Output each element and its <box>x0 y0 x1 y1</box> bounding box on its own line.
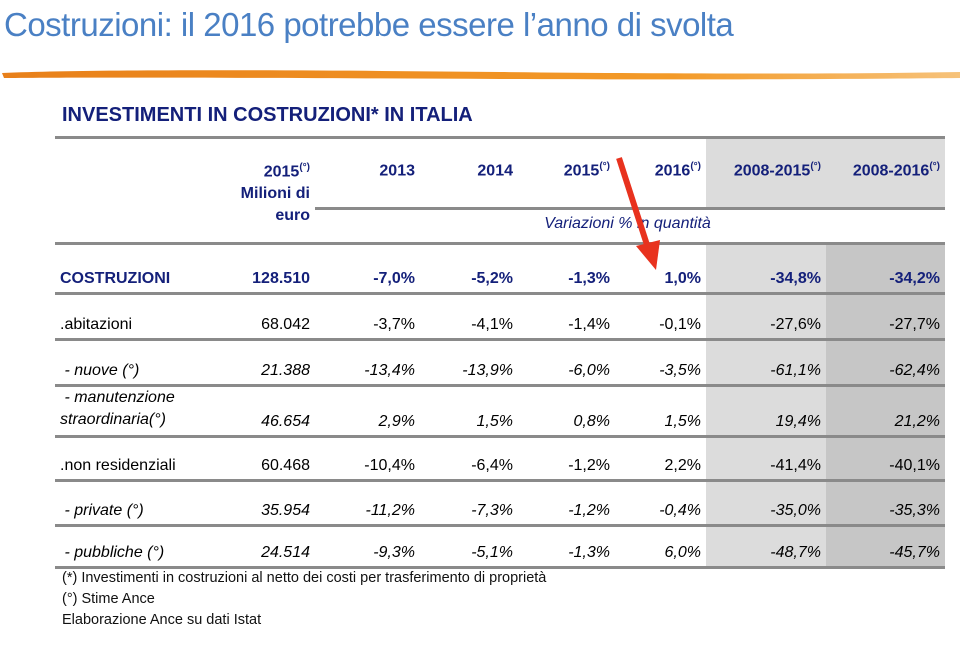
header-2015-millions: 2015(°) Milioni di euro <box>225 136 315 244</box>
cell-value: -6,4% <box>420 436 518 482</box>
row-label: - nuove (°) <box>55 339 225 387</box>
row-label: .non residenziali <box>55 436 225 482</box>
cell-value: -41,4% <box>706 436 826 482</box>
footnotes: (*) Investimenti in costruzioni al netto… <box>62 568 546 631</box>
cell-value: -35,0% <box>706 480 826 527</box>
header-year: 2014 <box>420 136 518 209</box>
cell-value: -0,1% <box>615 293 706 341</box>
cell-value: 1,5% <box>615 385 706 438</box>
unit-label: Milioni di euro <box>240 185 310 225</box>
cell-value: -5,2% <box>420 243 518 295</box>
header-year: 2015(°) <box>518 136 615 209</box>
cell-value: -13,9% <box>420 339 518 387</box>
cell-value: 6,0% <box>615 525 706 569</box>
cell-value: -40,1% <box>826 436 945 482</box>
cell-value: -45,7% <box>826 525 945 569</box>
table-row: - pubbliche (°) 24.514 -9,3% -5,1% -1,3% 6,0%… <box>55 525 945 569</box>
header-row: 2015(°) Milioni di euro 2013 2014 2015(°… <box>55 136 945 244</box>
cell-value: 60.468 <box>225 436 315 482</box>
cell-value: 1,5% <box>420 385 518 438</box>
cell-value: -10,4% <box>315 436 420 482</box>
cell-value: -7,3% <box>420 480 518 527</box>
cell-value: -1,2% <box>518 480 615 527</box>
row-label: COSTRUZIONI <box>55 243 225 295</box>
footnote: (°) Stime Ance <box>62 591 155 607</box>
cell-value: -27,6% <box>706 293 826 341</box>
table-row: - manutenzione straordinaria(°) 46.654 2,9%… <box>55 385 945 438</box>
table-row: .abitazioni 68.042 -3,7% -4,1% -1,4% -0,1% -27… <box>55 293 945 341</box>
cell-value: 21,2% <box>826 385 945 438</box>
variation-label: Variazioni % in quantità <box>315 207 945 245</box>
cell-value: -0,4% <box>615 480 706 527</box>
cell-value: -1,3% <box>518 525 615 569</box>
cell-value: 46.654 <box>225 385 315 438</box>
row-label: - pubbliche (°) <box>55 525 225 569</box>
cell-value: -1,3% <box>518 243 615 295</box>
cell-value: -1,2% <box>518 436 615 482</box>
cell-value: 24.514 <box>225 525 315 569</box>
cell-value: 21.388 <box>225 339 315 387</box>
cell-value: 2,9% <box>315 385 420 438</box>
cell-value: -34,2% <box>826 243 945 295</box>
cell-value: -61,1% <box>706 339 826 387</box>
cell-value: 128.510 <box>225 243 315 295</box>
cell-value: -35,3% <box>826 480 945 527</box>
cell-value: -34,8% <box>706 243 826 295</box>
cell-value: 1,0% <box>615 243 706 295</box>
header-period: 2008-2015(°) <box>706 136 826 209</box>
cell-value: -48,7% <box>706 525 826 569</box>
row-label: - manutenzione straordinaria(°) <box>55 385 225 438</box>
cell-value: -13,4% <box>315 339 420 387</box>
cell-value: 0,8% <box>518 385 615 438</box>
row-label: - private (°) <box>55 480 225 527</box>
table-row: COSTRUZIONI 128.510 -7,0% -5,2% -1,3% 1,0% -34… <box>55 243 945 295</box>
cell-value: -1,4% <box>518 293 615 341</box>
cell-value: -62,4% <box>826 339 945 387</box>
slide-title: Costruzioni: il 2016 potrebbe essere l’a… <box>4 6 734 43</box>
cell-value: -27,7% <box>826 293 945 341</box>
cell-value: 19,4% <box>706 385 826 438</box>
header-year: 2016(°) <box>615 136 706 209</box>
header-year: 2013 <box>315 136 420 209</box>
orange-brush-divider <box>2 70 960 80</box>
cell-value: -7,0% <box>315 243 420 295</box>
footnote: (*) Investimenti in costruzioni al netto… <box>62 570 547 586</box>
table-row: - nuove (°) 21.388 -13,4% -13,9% -6,0% -3,5% -… <box>55 339 945 387</box>
cell-value: 68.042 <box>225 293 315 341</box>
table-row: .non residenziali 60.468 -10,4% -6,4% -1,2% 2… <box>55 436 945 482</box>
footnote: Elaborazione Ance su dati Istat <box>62 612 262 628</box>
cell-value: -9,3% <box>315 525 420 569</box>
cell-value: -11,2% <box>315 480 420 527</box>
cell-value: -6,0% <box>518 339 615 387</box>
cell-value: -3,5% <box>615 339 706 387</box>
cell-value: -5,1% <box>420 525 518 569</box>
investments-table: 2015(°) Milioni di euro 2013 2014 2015(°… <box>55 136 945 569</box>
table-row: - private (°) 35.954 -11,2% -7,3% -1,2% -0,4%… <box>55 480 945 527</box>
row-label: .abitazioni <box>55 293 225 341</box>
header-period: 2008-2016(°) <box>826 136 945 209</box>
cell-value: -4,1% <box>420 293 518 341</box>
table-title: INVESTIMENTI IN COSTRUZIONI* IN ITALIA <box>62 104 473 126</box>
cell-value: 2,2% <box>615 436 706 482</box>
cell-value: -3,7% <box>315 293 420 341</box>
cell-value: 35.954 <box>225 480 315 527</box>
